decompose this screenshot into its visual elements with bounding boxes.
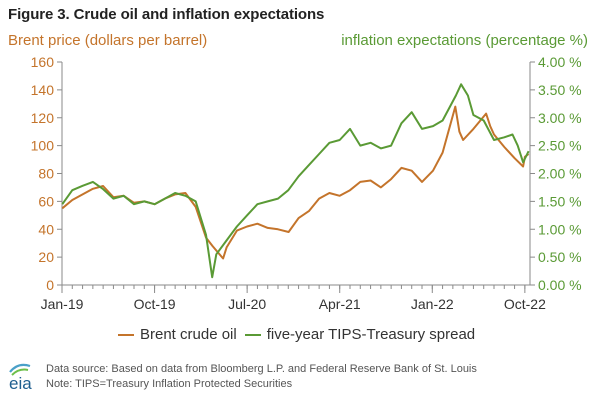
left-tick-label: 100 bbox=[31, 138, 55, 154]
right-axis-label: inflation expectations (percentage %) bbox=[341, 32, 588, 49]
legend: Brent crude oil five-year TIPS-Treasury … bbox=[118, 326, 483, 343]
right-tick-label: 4.00 % bbox=[538, 54, 582, 70]
eia-logo-arc-icon bbox=[9, 363, 31, 373]
axes-group: 0 20 40 60 80 100 120 140 160 0.00 % 0.50 % 1.00 % 1… bbox=[31, 54, 582, 312]
x-tick-label: Oct-22 bbox=[504, 296, 546, 312]
right-tick-label: 3.00 % bbox=[538, 110, 582, 126]
right-tick-label: 1.50 % bbox=[538, 193, 582, 209]
legend-label-brent: Brent crude oil bbox=[140, 326, 237, 343]
eia-logo-arc2-icon bbox=[11, 368, 29, 376]
right-tick-label: 2.00 % bbox=[538, 166, 582, 182]
series-group bbox=[61, 83, 530, 279]
left-tick-label: 20 bbox=[38, 249, 54, 265]
x-tick-label: Jul-20 bbox=[228, 296, 266, 312]
right-tick-label: 3.50 % bbox=[538, 82, 582, 98]
right-tick-label: 0.00 % bbox=[538, 277, 582, 293]
x-tick-label: Apr-21 bbox=[319, 296, 361, 312]
legend-label-tips: five-year TIPS-Treasury spread bbox=[266, 326, 476, 343]
legend-item-tips: five-year TIPS-Treasury spread bbox=[244, 326, 476, 343]
chart-title: Figure 3. Crude oil and inflation expect… bbox=[8, 6, 325, 23]
left-tick-label: 0 bbox=[46, 277, 54, 293]
left-tick-label: 160 bbox=[31, 54, 55, 70]
eia-logo-text: eia bbox=[9, 374, 32, 393]
x-tick-label: Jan-19 bbox=[41, 296, 84, 312]
x-tick-label: Oct-19 bbox=[134, 296, 176, 312]
x-tick-label: Jan-22 bbox=[411, 296, 454, 312]
legend-swatch-tips bbox=[244, 333, 261, 336]
chart-svg: 0 20 40 60 80 100 120 140 160 0.00 % 0.50 % 1.00 % 1… bbox=[31, 54, 582, 312]
left-axis-label: Brent price (dollars per barrel) bbox=[8, 32, 208, 49]
data-source-note: Data source: Based on data from Bloomber… bbox=[46, 363, 477, 375]
series-brent-line bbox=[61, 105, 530, 260]
footer: Data source: Based on data from Bloomber… bbox=[46, 362, 477, 392]
right-tick-label: 0.50 % bbox=[538, 249, 582, 265]
left-tick-label: 140 bbox=[31, 82, 55, 98]
series-tips-line bbox=[61, 83, 530, 279]
tips-note: Note: TIPS=Treasury Inflation Protected … bbox=[46, 378, 293, 390]
legend-swatch-brent bbox=[118, 333, 134, 336]
legend-item-brent: Brent crude oil bbox=[118, 326, 237, 343]
right-tick-label: 2.50 % bbox=[538, 138, 582, 154]
left-tick-label: 60 bbox=[38, 193, 54, 209]
eia-logo: eia bbox=[9, 363, 32, 393]
left-tick-label: 120 bbox=[31, 110, 55, 126]
left-tick-label: 40 bbox=[38, 221, 54, 237]
right-tick-label: 1.00 % bbox=[538, 221, 582, 237]
left-tick-label: 80 bbox=[38, 166, 54, 182]
